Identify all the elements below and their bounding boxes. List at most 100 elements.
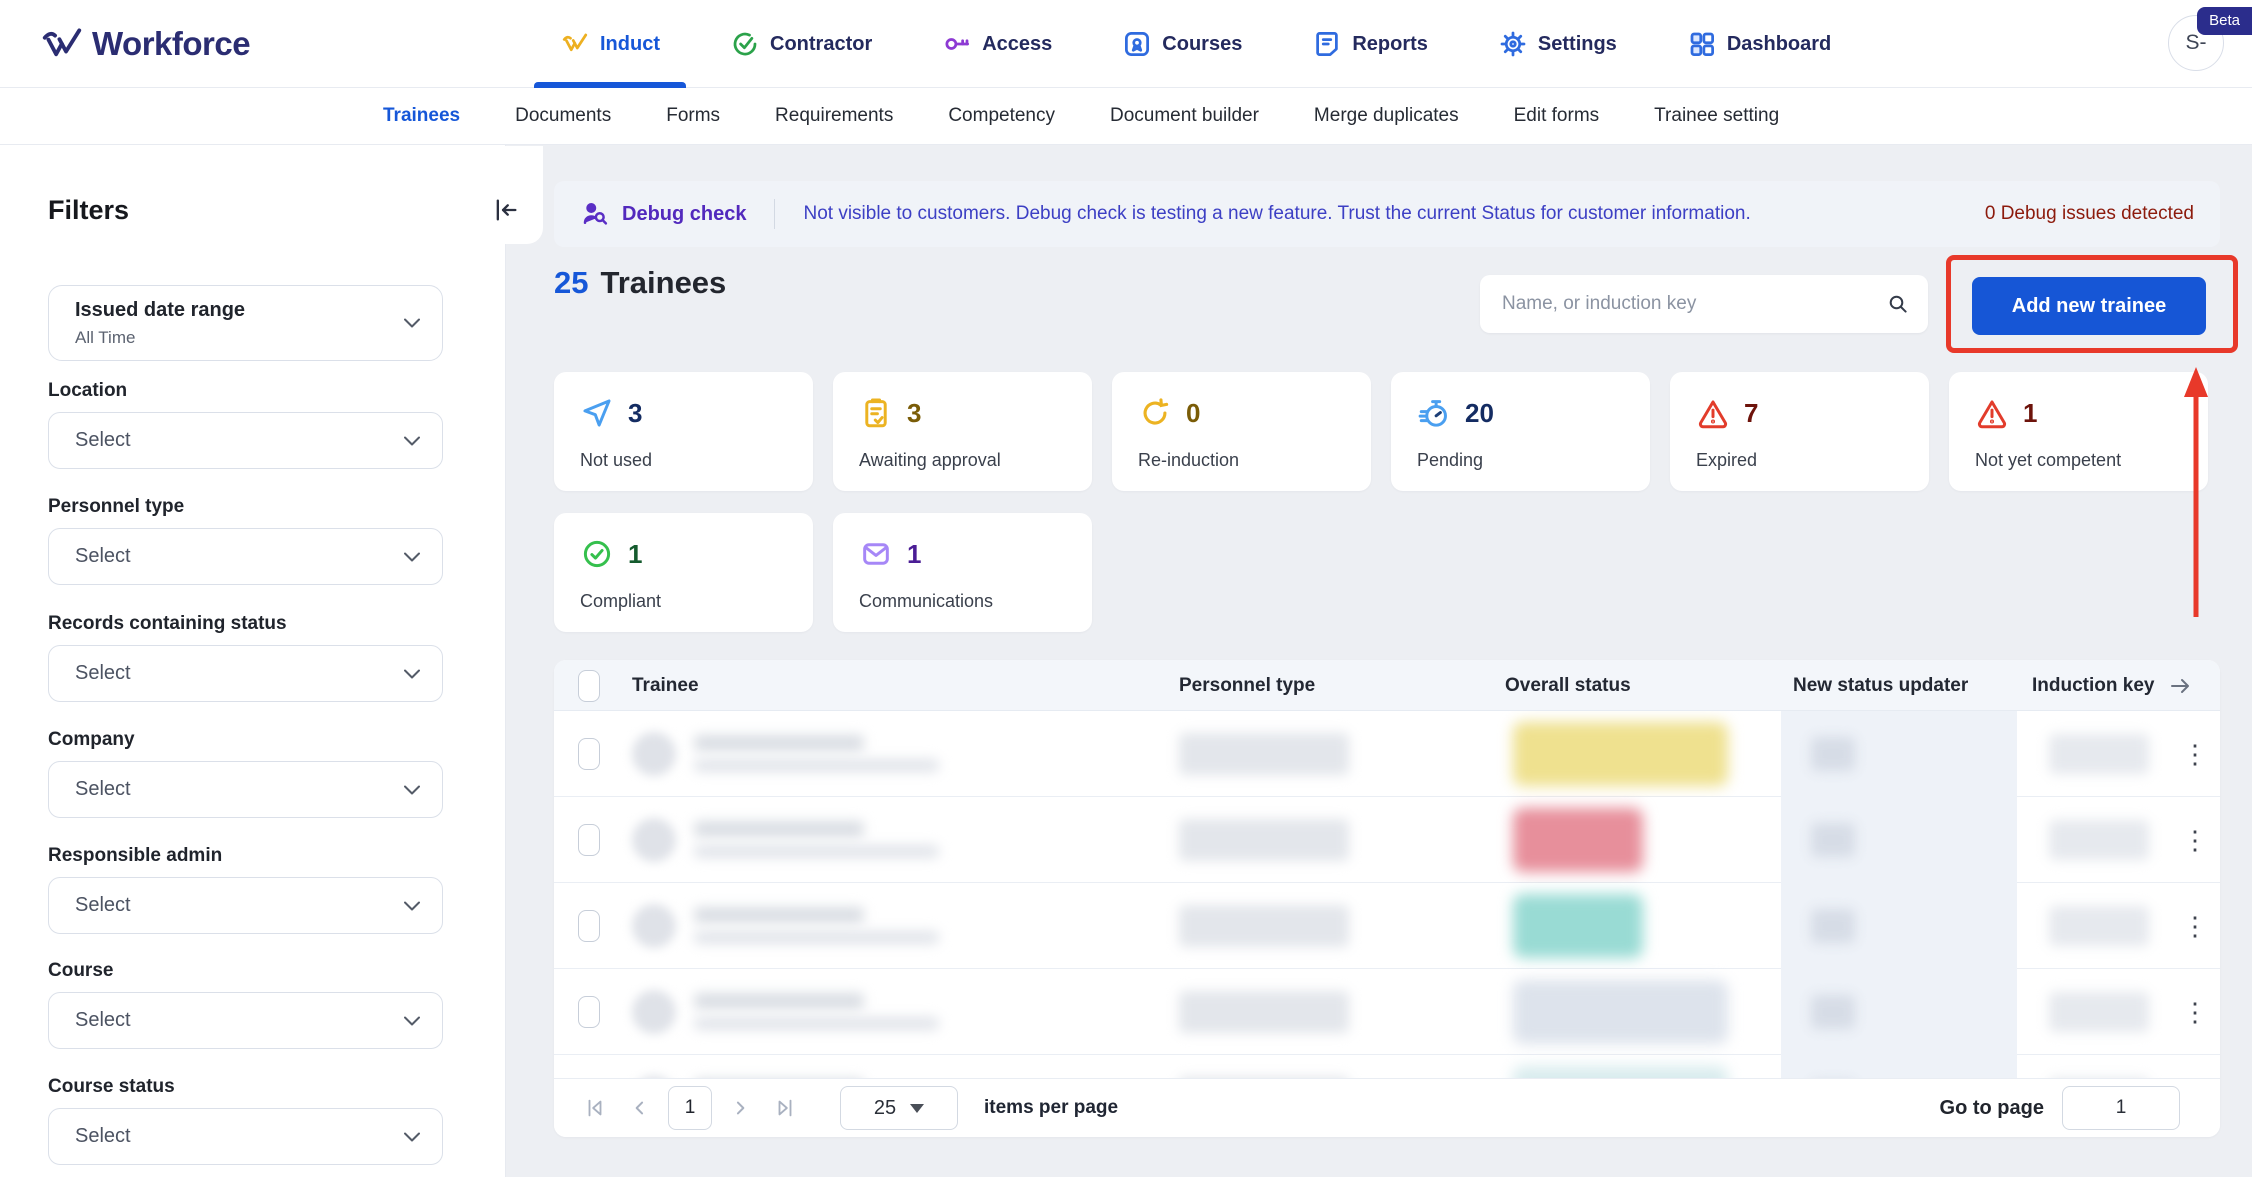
tab-merge-duplicates[interactable]: Merge duplicates (1313, 105, 1459, 126)
card-label: Awaiting approval (859, 450, 1001, 470)
go-to-page-input[interactable] (2062, 1086, 2180, 1130)
previous-page-icon[interactable] (630, 1098, 650, 1118)
nav-item-dashboard[interactable]: Dashboard (1687, 0, 1831, 88)
tab-competency[interactable]: Competency (948, 105, 1055, 126)
row-checkbox[interactable] (578, 910, 600, 942)
filter-label: Records containing status (48, 613, 287, 634)
issued-date-range-label: Issued date range (75, 299, 246, 321)
page-size-dropdown[interactable]: 25 (840, 1086, 958, 1130)
trainees-count: 25 (554, 265, 589, 300)
status-card-expired[interactable]: 7 Expired (1670, 372, 1929, 491)
personnel-type-blurred (1179, 1077, 1349, 1078)
status-card-not-yet-competent[interactable]: 1 Not yet competent (1949, 372, 2208, 491)
status-card-re-induction[interactable]: 0 Re-induction (1112, 372, 1371, 491)
card-value: 0 (1186, 397, 1201, 428)
column-header-trainee[interactable]: Trainee (632, 674, 699, 696)
card-value: 1 (628, 538, 643, 569)
nav-item-settings[interactable]: Settings (1498, 0, 1617, 88)
course-status-select[interactable]: Select (48, 1108, 443, 1165)
add-new-trainee-button[interactable]: Add new trainee (1972, 277, 2206, 335)
tab-edit-forms[interactable]: Edit forms (1513, 105, 1600, 126)
location-select[interactable]: Select (48, 412, 443, 469)
row-menu-kebab-icon[interactable]: ⋮ (2182, 996, 2208, 1027)
records-containing-status-select[interactable]: Select (48, 645, 443, 702)
nav-item-access[interactable]: Access (942, 0, 1052, 88)
report-file-icon (1312, 29, 1342, 59)
chevron-down-icon (404, 1132, 420, 1142)
tab-document-builder[interactable]: Document builder (1110, 105, 1259, 126)
column-header-induction-key[interactable]: Induction key (2032, 674, 2155, 696)
row-menu-kebab-icon[interactable]: ⋮ (2182, 910, 2208, 941)
column-header-new-status-updater[interactable]: New status updater (1793, 674, 1969, 696)
trainees-table: Trainee Personnel type Overall status Ne… (554, 660, 2220, 1137)
tab-documents[interactable]: Documents (515, 105, 612, 126)
trainee-subtext-blurred (694, 759, 939, 772)
company-select[interactable]: Select (48, 761, 443, 818)
next-page-icon[interactable] (730, 1098, 750, 1118)
trainee-avatar-blurred (632, 818, 676, 862)
chevron-down-icon (404, 552, 420, 562)
course-select[interactable]: Select (48, 992, 443, 1049)
personnel-type-select[interactable]: Select (48, 528, 443, 585)
nav-item-contractor[interactable]: Contractor (730, 0, 872, 88)
filter-group-course-status: Course status Select (48, 1076, 443, 1165)
tab-trainees[interactable]: Trainees (383, 105, 461, 126)
status-badge (1513, 722, 1728, 786)
induction-key-blurred (2049, 906, 2149, 946)
tab-forms[interactable]: Forms (666, 105, 721, 126)
page-size-value: 25 (873, 1096, 897, 1119)
updater-blurred (1811, 737, 1855, 771)
beta-badge: Beta (2197, 7, 2252, 35)
card-value: 7 (1744, 397, 1759, 428)
status-card-compliant[interactable]: 1 Compliant (554, 513, 813, 632)
status-card-awaiting-approval[interactable]: 3 Awaiting approval (833, 372, 1092, 491)
collapse-sidebar-icon[interactable] (492, 196, 520, 224)
status-card-not-used[interactable]: 3 Not used (554, 372, 813, 491)
status-card-pending[interactable]: 20 Pending (1391, 372, 1650, 491)
tab-requirements[interactable]: Requirements (775, 105, 894, 126)
status-card-communications[interactable]: 1 Communications (833, 513, 1092, 632)
column-header-overall-status[interactable]: Overall status (1505, 674, 1631, 696)
table-row[interactable]: ⋮ (554, 711, 2220, 797)
current-page-box[interactable]: 1 (668, 1086, 712, 1130)
row-menu-kebab-icon[interactable]: ⋮ (2170, 1055, 2220, 1078)
new-status-updater-cell (1781, 969, 2017, 1055)
search-input[interactable] (1502, 293, 1886, 315)
column-header-personnel-type[interactable]: Personnel type (1179, 674, 1316, 696)
responsible-admin-select[interactable]: Select (48, 877, 443, 934)
table-row[interactable]: ⋮ (554, 1055, 2220, 1078)
row-menu-kebab-icon[interactable]: ⋮ (2182, 824, 2208, 855)
row-menu-kebab-icon[interactable]: ⋮ (2182, 738, 2208, 769)
select-all-checkbox[interactable] (578, 669, 600, 702)
nav-item-label: Induct (600, 32, 660, 55)
last-page-icon[interactable] (774, 1097, 796, 1119)
nav-item-induct[interactable]: Induct (534, 0, 686, 88)
first-page-icon[interactable] (584, 1097, 606, 1119)
brand-name: Workforce (92, 25, 251, 62)
updater-blurred (1811, 823, 1855, 857)
card-label: Expired (1696, 450, 1758, 470)
workforce-logo[interactable]: Workforce (40, 0, 251, 88)
search-icon[interactable] (1886, 292, 1910, 316)
nav-item-courses[interactable]: Courses (1122, 0, 1242, 88)
card-value: 3 (907, 397, 922, 428)
tab-trainee-setting[interactable]: Trainee setting (1654, 105, 1780, 126)
table-row[interactable]: ⋮ (554, 969, 2220, 1055)
check-circle-icon (580, 537, 614, 571)
nav-item-reports[interactable]: Reports (1312, 0, 1428, 88)
primary-nav: Induct Contractor Access (534, 0, 1831, 88)
filter-group-company: Company Select (48, 729, 443, 818)
trainee-avatar-blurred (632, 990, 676, 1034)
secondary-nav: Trainees Documents Forms Requirements Co… (0, 88, 2252, 145)
trainee-subtext-blurred (694, 845, 939, 858)
card-label: Re-induction (1138, 450, 1240, 470)
table-row[interactable]: ⋮ (554, 883, 2220, 969)
issued-date-range-dropdown[interactable]: Issued date range All Time (48, 285, 443, 361)
row-checkbox[interactable] (578, 738, 600, 770)
row-checkbox[interactable] (578, 824, 600, 856)
trainee-name-blurred (694, 907, 864, 923)
row-checkbox[interactable] (578, 996, 600, 1028)
table-row[interactable]: ⋮ (554, 797, 2220, 883)
scroll-columns-right-icon[interactable] (2168, 660, 2192, 711)
trainee-avatar-blurred (632, 1076, 676, 1078)
